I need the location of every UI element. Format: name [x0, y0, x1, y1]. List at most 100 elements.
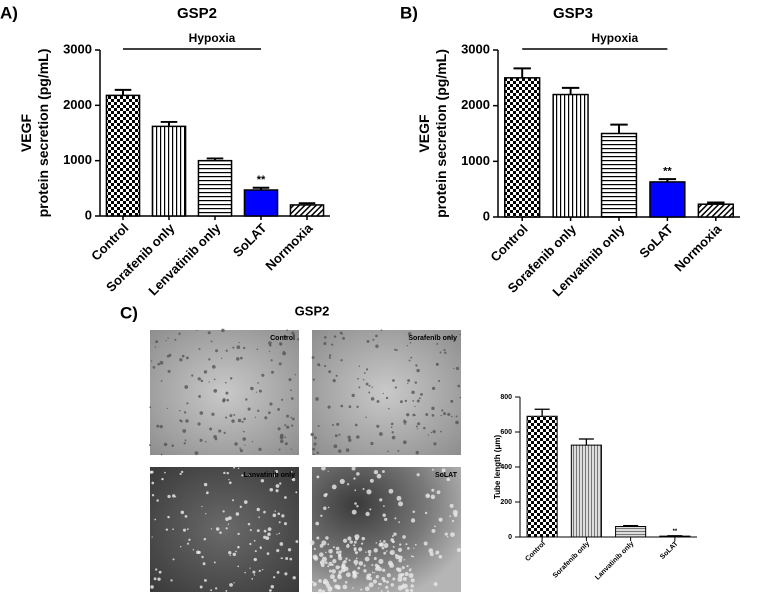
cell [213, 378, 216, 381]
cell [365, 551, 367, 553]
cell [373, 469, 379, 475]
cell [384, 517, 388, 522]
cell [283, 522, 288, 526]
cell [443, 348, 446, 351]
cell [290, 397, 294, 400]
cell [149, 406, 152, 409]
y-axis-label: VEGF [18, 113, 34, 152]
cell [312, 447, 316, 451]
cell [295, 491, 298, 494]
cell [237, 467, 240, 470]
cell [287, 548, 292, 552]
cell [276, 533, 278, 535]
cell [337, 449, 342, 453]
cell [380, 329, 383, 331]
cell [182, 429, 187, 433]
cell [225, 589, 228, 592]
cell [391, 435, 396, 440]
cell [228, 481, 232, 485]
cell [335, 565, 340, 570]
cell [325, 536, 329, 540]
cell [154, 346, 157, 348]
cell [254, 550, 257, 553]
cell [373, 557, 377, 561]
cell [278, 532, 281, 535]
cell [385, 396, 389, 400]
cell [327, 470, 329, 473]
cell [447, 412, 451, 416]
cell [417, 422, 421, 426]
cell [155, 340, 159, 344]
cell [457, 384, 461, 388]
cell [412, 413, 416, 417]
cell [379, 540, 382, 542]
cell [244, 444, 246, 446]
cell [415, 425, 418, 428]
cell [221, 328, 225, 333]
cell [214, 437, 218, 441]
cell [387, 450, 389, 453]
cell [336, 551, 340, 555]
cell [180, 470, 184, 474]
cell [231, 499, 235, 502]
cell [291, 477, 296, 482]
cell [382, 392, 384, 395]
cell [368, 391, 371, 394]
cell [270, 370, 274, 374]
cell [391, 431, 394, 434]
cell [321, 465, 326, 471]
cell [199, 411, 204, 415]
cell [401, 572, 405, 577]
panel-label: C) [120, 303, 138, 322]
cell [433, 582, 438, 587]
cell [220, 357, 223, 360]
cell [379, 432, 383, 436]
y-tick-label: 3000 [461, 41, 490, 56]
cell [394, 348, 397, 351]
cell [171, 444, 174, 447]
cell [170, 579, 173, 582]
cell [249, 529, 252, 532]
cell [439, 351, 442, 354]
cell [286, 329, 288, 331]
cell [278, 448, 281, 451]
cell [327, 543, 330, 546]
cell [333, 578, 337, 583]
cell [311, 580, 314, 583]
cell [291, 424, 294, 427]
cell [425, 493, 430, 499]
cell [347, 536, 352, 541]
cell [267, 527, 272, 532]
cell [411, 555, 413, 558]
cell [174, 338, 177, 341]
cell [328, 356, 331, 359]
micrograph [312, 330, 461, 455]
cell [279, 482, 282, 485]
cell [405, 543, 408, 546]
cell [451, 415, 453, 418]
cell [335, 584, 341, 590]
cell [383, 543, 389, 548]
cell [431, 406, 435, 411]
cell [239, 449, 243, 453]
cell [416, 428, 419, 430]
cell [225, 527, 228, 530]
cell [383, 551, 387, 555]
cell [208, 358, 211, 361]
cell [438, 517, 443, 522]
cell [219, 531, 222, 534]
panel-label: A) [0, 3, 18, 22]
cell [389, 549, 395, 556]
cell [272, 576, 276, 579]
cell [150, 360, 153, 362]
panel-label: B) [400, 3, 418, 22]
cell [408, 573, 414, 578]
cell [337, 574, 342, 580]
bracket-label: Hypoxia [189, 31, 236, 45]
cell [313, 436, 317, 440]
cell [319, 552, 324, 557]
cell [375, 542, 378, 544]
cell [315, 397, 319, 401]
cell [206, 491, 209, 495]
cell [406, 345, 409, 347]
